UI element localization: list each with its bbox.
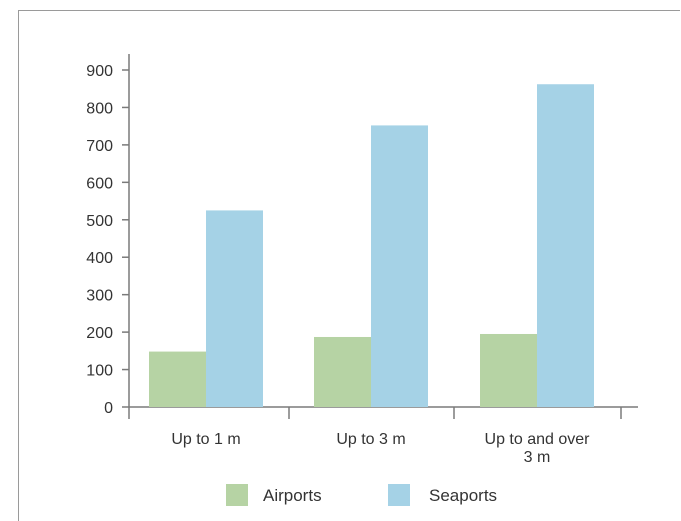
y-tick-label: 600 — [86, 175, 113, 192]
legend: Airports Seaports — [226, 484, 497, 506]
y-tick-label: 900 — [86, 63, 113, 80]
y-tick-label: 700 — [86, 138, 113, 155]
x-category-label: Up to 1 m — [171, 431, 240, 448]
y-tick-label: 200 — [86, 325, 113, 342]
legend-swatch-airports — [226, 484, 248, 506]
legend-label-seaports: Seaports — [429, 486, 497, 505]
bar-airports-1 — [314, 336, 371, 407]
y-tick-label: 100 — [86, 363, 113, 380]
legend-swatch-seaports — [388, 484, 410, 506]
y-tick-label: 300 — [86, 288, 113, 305]
legend-label-airports: Airports — [263, 486, 322, 505]
bar-airports-0 — [149, 351, 206, 407]
y-tick-label: 400 — [86, 250, 113, 267]
x-category-label: Up to and over — [485, 431, 591, 448]
chart-frame — [18, 10, 680, 521]
y-axis: 0 100 200 300 400 500 600 700 800 900 — [86, 54, 130, 417]
y-tick-label: 0 — [104, 400, 113, 417]
bar-seaports-2 — [537, 84, 594, 408]
bars — [149, 84, 594, 408]
y-tick-label: 800 — [86, 100, 113, 117]
y-tick-label: 500 — [86, 213, 113, 230]
x-category-label: 3 m — [524, 449, 551, 466]
bar-seaports-0 — [206, 210, 263, 407]
x-category-label: Up to 3 m — [336, 431, 405, 448]
bar-seaports-1 — [371, 125, 428, 407]
bar-airports-2 — [480, 333, 537, 407]
